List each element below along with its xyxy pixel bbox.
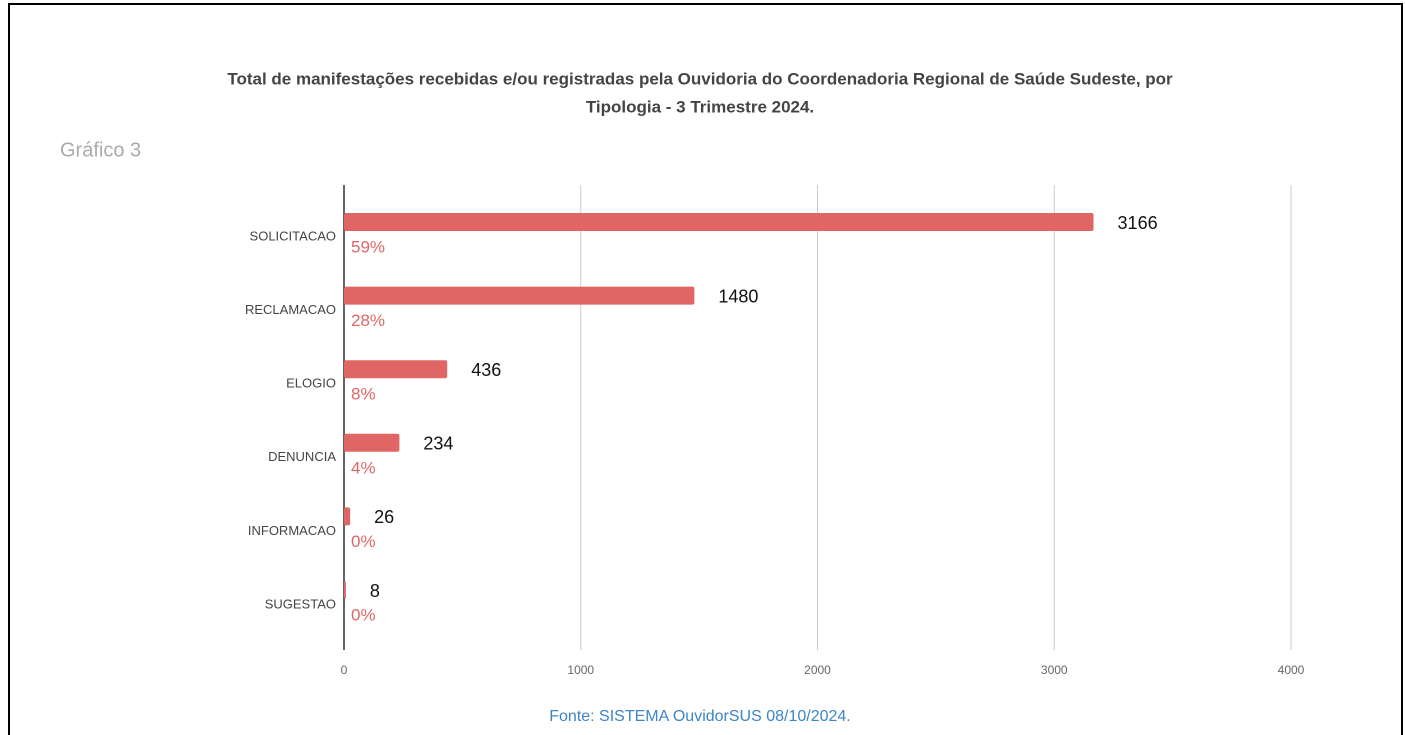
y-tick-label: SUGESTAO (265, 596, 336, 611)
bar (344, 213, 1094, 231)
value-label: 3166 (1118, 213, 1158, 233)
percent-label: 59% (351, 237, 385, 256)
bar (344, 433, 400, 452)
y-tick-label: DENUNCIA (268, 449, 336, 464)
chart-subtitle: Gráfico 3 (60, 139, 141, 161)
bar (344, 360, 448, 379)
percent-label: 4% (351, 458, 376, 477)
value-label: 436 (471, 360, 501, 380)
bar (344, 286, 695, 305)
chart-title: Tipologia - 3 Trimestre 2024. (586, 97, 814, 116)
y-tick-label: ELOGIO (286, 376, 336, 391)
source-note: Fonte: SISTEMA OuvidorSUS 08/10/2024. (549, 708, 851, 725)
percent-label: 0% (351, 605, 376, 624)
percent-label: 28% (351, 311, 385, 330)
value-label: 234 (423, 434, 453, 454)
x-tick-label: 3000 (1041, 663, 1068, 677)
value-label: 1480 (718, 286, 758, 306)
bar (344, 507, 351, 526)
bar (344, 581, 346, 599)
percent-label: 8% (351, 385, 376, 404)
y-tick-label: INFORMACAO (248, 523, 336, 538)
percent-label: 0% (351, 532, 376, 551)
frame (8, 3, 1403, 735)
y-tick-label: SOLICITACAO (250, 228, 336, 243)
x-tick-label: 1000 (567, 663, 594, 677)
value-label: 8 (370, 581, 380, 601)
x-tick-label: 0 (341, 663, 348, 677)
x-tick-label: 4000 (1278, 663, 1305, 677)
chart-title: Total de manifestações recebidas e/ou re… (227, 69, 1173, 88)
value-label: 26 (374, 507, 394, 527)
y-tick-label: RECLAMACAO (245, 302, 336, 317)
x-tick-label: 2000 (804, 663, 831, 677)
